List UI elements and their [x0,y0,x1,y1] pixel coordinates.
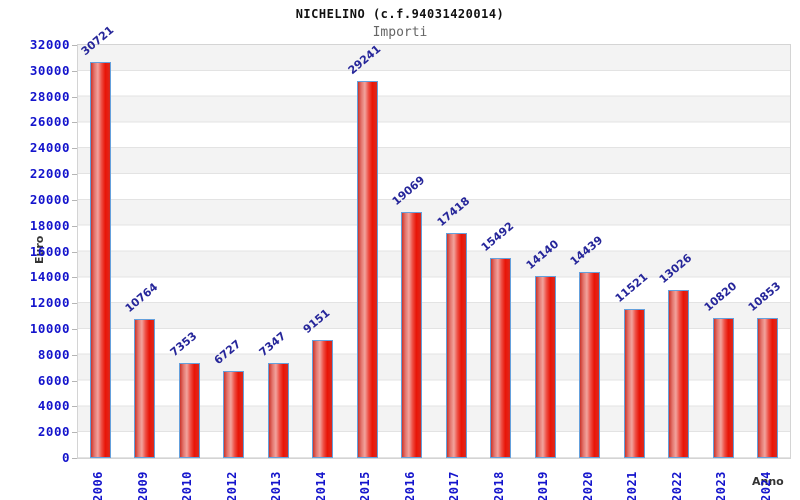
x-tick-label: 2013 [269,471,284,500]
y-tick-label: 4000 [37,398,70,414]
y-tick-label: 6000 [37,372,70,388]
y-tick-mark [72,432,77,434]
bar-2012 [223,371,245,458]
bar-2013 [267,363,289,458]
x-tick-label: 2016 [402,471,417,500]
bar-2017 [445,233,467,458]
x-tick-label: 2020 [580,471,595,500]
y-tick-label: 12000 [29,295,70,311]
y-tick-mark [72,277,77,279]
bar-2016 [401,211,423,458]
x-tick-label: 2014 [313,471,328,500]
y-tick-mark [72,148,77,150]
y-tick-mark [72,406,77,408]
bar-2010 [178,363,200,458]
y-tick-label: 30000 [29,62,70,78]
x-tick-label: 2015 [358,471,373,500]
y-tick-mark [72,303,77,305]
chart-subtitle: Importi [372,25,428,40]
bar-2019 [534,275,556,458]
y-tick-mark [72,225,77,227]
x-tick-label: 2010 [180,471,195,500]
y-tick-mark [72,251,77,253]
y-tick-label: 26000 [29,114,70,130]
y-tick-label: 10000 [29,320,70,336]
bar-2018 [490,258,512,458]
y-tick-label: 2000 [37,424,70,440]
y-tick-mark [72,45,77,46]
y-tick-mark [72,328,77,330]
x-tick-label: 2024 [758,471,773,500]
y-tick-mark [72,96,77,98]
x-tick-label: 2022 [669,471,684,500]
y-tick-label: 18000 [29,217,70,233]
y-tick-label: 22000 [29,166,70,182]
bar-2020 [579,271,601,458]
y-tick-mark [72,70,77,72]
x-tick-label: 2018 [491,471,506,500]
y-tick-mark [72,354,77,356]
bar-2009 [134,319,156,458]
x-tick-label: 2021 [625,471,640,500]
x-tick-label: 2017 [447,471,462,500]
y-tick-label: 0 [61,450,70,465]
y-tick-label: 28000 [29,88,70,104]
bar-2015 [356,80,378,458]
y-tick-label: 16000 [29,243,70,259]
bar-2014 [312,339,334,458]
y-tick-mark [72,174,77,176]
y-tick-mark [72,199,77,201]
bar-2023 [712,318,734,458]
y-tick-label: 20000 [29,191,70,207]
x-tick-label: 2006 [91,471,106,500]
y-tick-mark [72,380,77,382]
bar-2021 [623,309,645,458]
bar-2022 [668,289,690,458]
x-tick-label: 2012 [224,471,239,500]
y-tick-mark [72,122,77,124]
y-tick-label: 14000 [29,269,70,285]
bar-2024 [757,317,779,458]
chart-title: NICHELINO (c.f.94031420014) [295,7,505,21]
x-tick-label: 2023 [714,471,729,500]
x-axis-title: Anno [752,475,784,488]
y-tick-mark [72,458,77,459]
y-tick-label: 8000 [37,346,70,362]
x-tick-label: 2019 [536,471,551,500]
x-tick-label: 2009 [135,471,150,500]
bar-2006 [89,61,111,458]
y-tick-label: 24000 [29,140,70,156]
plot-area [77,44,791,459]
y-tick-label: 32000 [29,37,70,52]
